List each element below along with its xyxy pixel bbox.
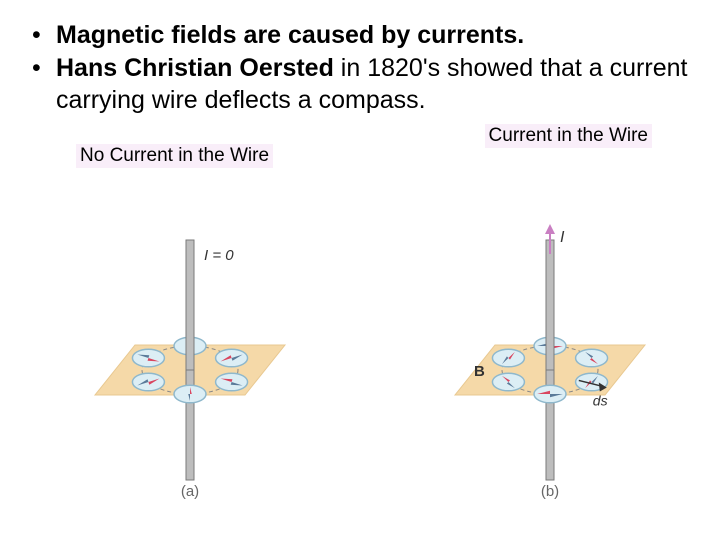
bullet-2-bold: Hans Christian Oersted: [56, 54, 334, 82]
svg-text:I: I: [560, 229, 565, 246]
bullet-list: Magnetic fields are caused by currents. …: [28, 20, 692, 116]
figure-b-svg: I Bds: [420, 220, 680, 500]
svg-text:I = 0: I = 0: [204, 247, 234, 264]
caption-left: No Current in the Wire: [76, 144, 273, 168]
bullet-1: Magnetic fields are caused by currents.: [56, 20, 692, 51]
svg-text:B: B: [474, 363, 485, 380]
caption-row: No Current in the Wire Current in the Wi…: [28, 118, 692, 172]
figure-a-label: (a): [60, 483, 320, 500]
bullet-1-text: Magnetic fields are caused by currents.: [56, 21, 524, 49]
bullet-2: Hans Christian Oersted in 1820's showed …: [56, 53, 692, 116]
figure-b-label: (b): [420, 483, 680, 500]
caption-right: Current in the Wire: [485, 124, 652, 148]
figures-container: I = 0 (a) I Bds (b): [0, 220, 720, 520]
figure-a: I = 0 (a): [60, 220, 320, 500]
figure-a-svg: I = 0: [60, 220, 320, 500]
svg-text:ds: ds: [593, 392, 608, 408]
figure-b: I Bds (b): [420, 220, 680, 500]
